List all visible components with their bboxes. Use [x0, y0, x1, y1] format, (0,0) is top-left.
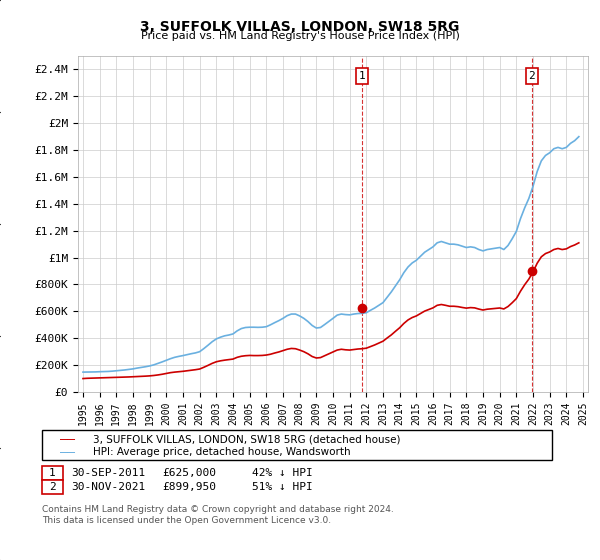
- Text: 42% ↓ HPI: 42% ↓ HPI: [252, 468, 313, 478]
- Text: £625,000: £625,000: [162, 468, 216, 478]
- Text: HPI: Average price, detached house, Wandsworth: HPI: Average price, detached house, Wand…: [93, 447, 350, 458]
- Text: 3, SUFFOLK VILLAS, LONDON, SW18 5RG (detached house): 3, SUFFOLK VILLAS, LONDON, SW18 5RG (det…: [93, 435, 401, 445]
- Text: 3, SUFFOLK VILLAS, LONDON, SW18 5RG (detached house): 3, SUFFOLK VILLAS, LONDON, SW18 5RG (det…: [93, 435, 401, 445]
- Text: ——: ——: [60, 433, 75, 446]
- Text: 30-SEP-2011: 30-SEP-2011: [71, 468, 145, 478]
- Text: 2: 2: [528, 71, 535, 81]
- Text: ——: ——: [60, 446, 75, 459]
- Text: 1: 1: [359, 71, 365, 81]
- Text: 51% ↓ HPI: 51% ↓ HPI: [252, 482, 313, 492]
- Text: HPI: Average price, detached house, Wandsworth: HPI: Average price, detached house, Wand…: [93, 447, 350, 458]
- Text: ——: ——: [60, 446, 75, 459]
- Text: 30-NOV-2021: 30-NOV-2021: [71, 482, 145, 492]
- Text: Price paid vs. HM Land Registry's House Price Index (HPI): Price paid vs. HM Land Registry's House …: [140, 31, 460, 41]
- Text: £899,950: £899,950: [162, 482, 216, 492]
- Text: ——: ——: [60, 433, 75, 446]
- Text: 1: 1: [49, 468, 56, 478]
- Text: 3, SUFFOLK VILLAS, LONDON, SW18 5RG: 3, SUFFOLK VILLAS, LONDON, SW18 5RG: [140, 20, 460, 34]
- Text: Contains HM Land Registry data © Crown copyright and database right 2024.
This d: Contains HM Land Registry data © Crown c…: [42, 505, 394, 525]
- Text: 2: 2: [49, 482, 56, 492]
